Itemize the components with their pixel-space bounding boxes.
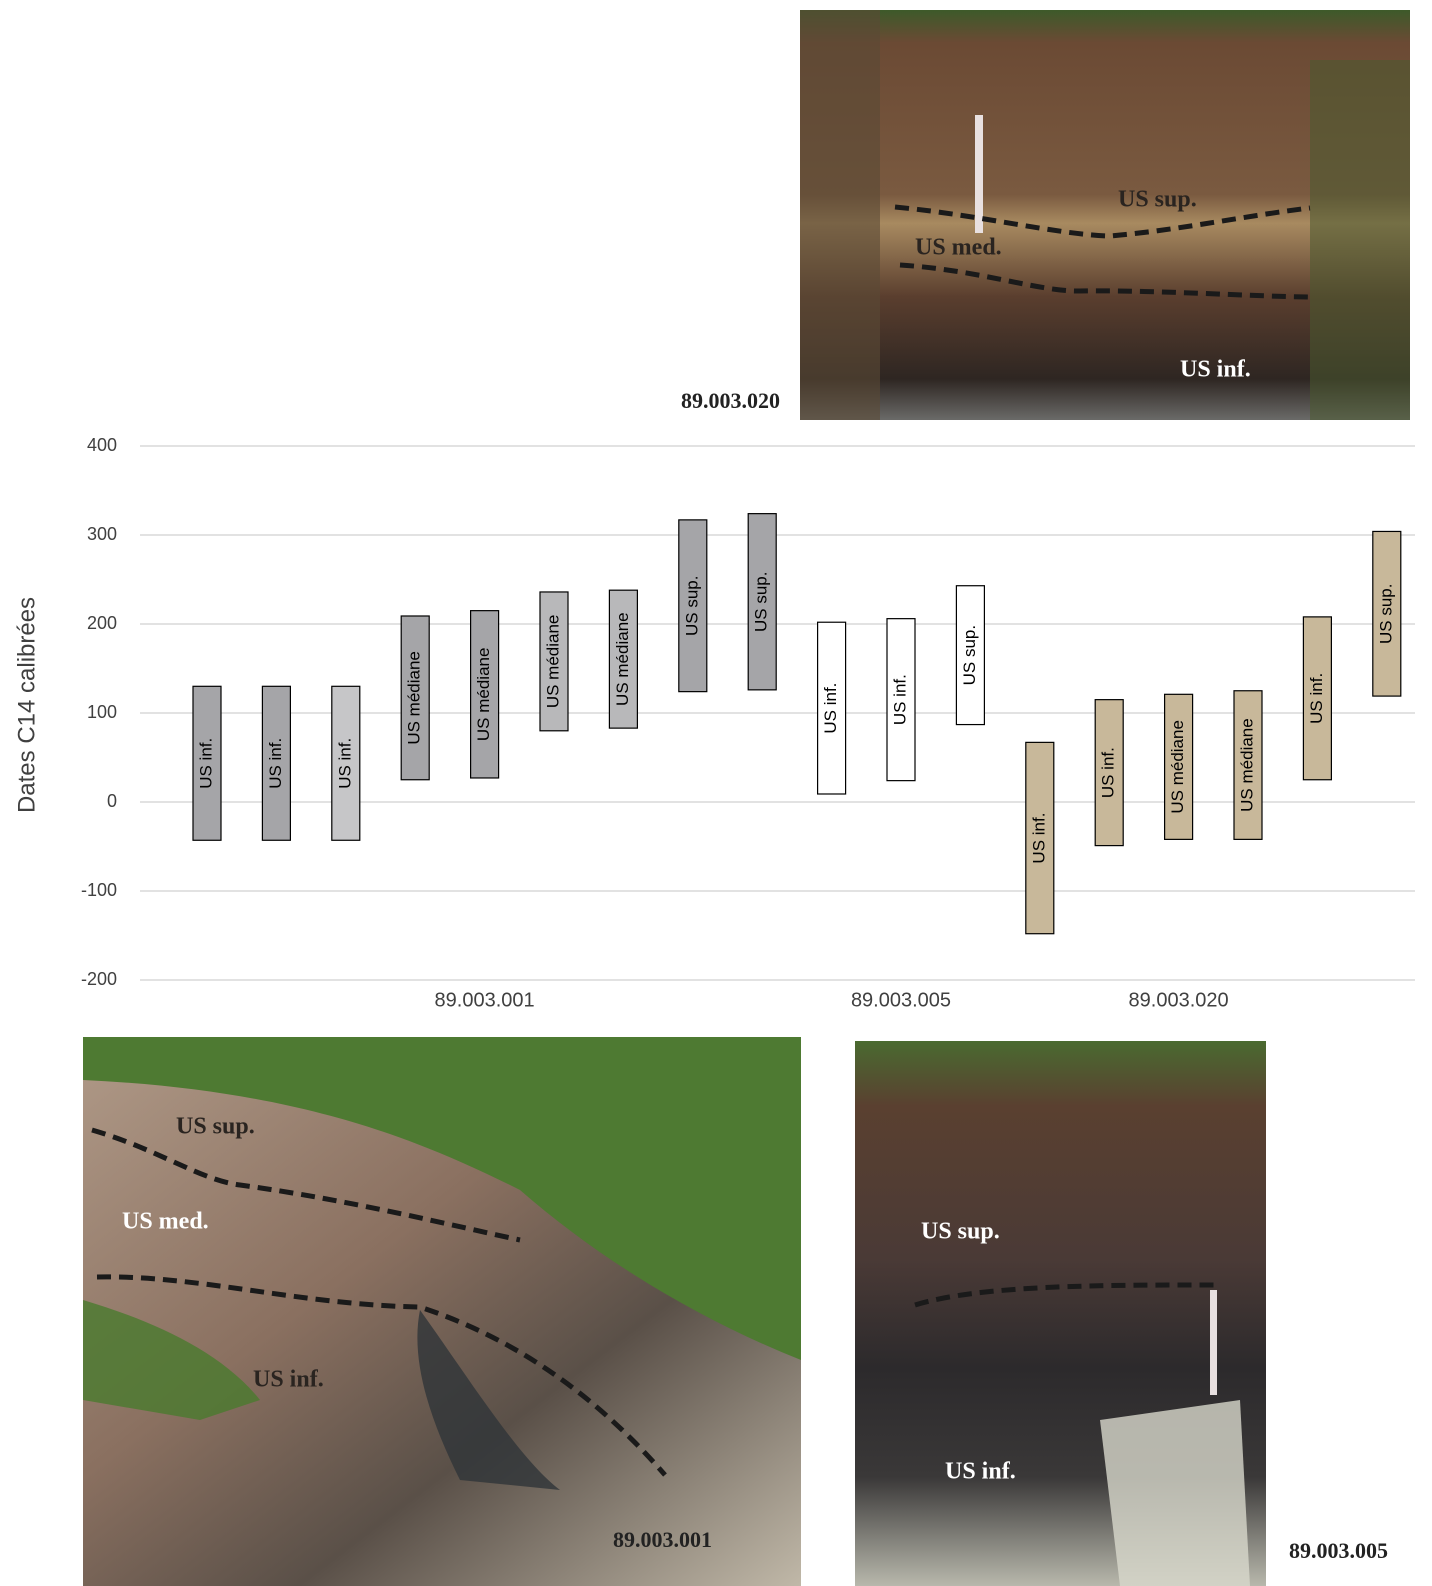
range-bar — [1302, 616, 1333, 781]
bar-label: US médiane — [1237, 718, 1256, 812]
range-bar — [1025, 741, 1055, 935]
y-axis-title: Dates C14 calibrées — [13, 597, 40, 813]
x-tick-label: 89.003.001 — [435, 989, 535, 1011]
photo-label: US inf. — [945, 1459, 1016, 1485]
bar-label: US inf. — [821, 683, 840, 734]
range-bar — [955, 585, 986, 726]
range-bar — [886, 618, 916, 782]
chart: -200 -100 0 100 200 300 400 89.003.001 89.003.00… — [81, 435, 1415, 1011]
photo-label: US sup. — [921, 1219, 1000, 1245]
range-bar — [331, 685, 361, 841]
range-bar — [192, 685, 222, 841]
bar-label: US médiane — [543, 615, 562, 709]
photo-label: US med. — [122, 1209, 209, 1235]
range-bar — [608, 589, 639, 729]
photo-label: US inf. — [1180, 357, 1251, 383]
x-tick-label: 89.003.020 — [1129, 989, 1229, 1011]
photo-label: US sup. — [1118, 187, 1197, 213]
bar-label: US sup. — [960, 625, 979, 685]
bar-label: US inf. — [890, 674, 909, 725]
bar-label: US inf. — [1099, 747, 1118, 798]
range-bar — [1094, 699, 1124, 847]
bar-label: US inf. — [335, 738, 354, 789]
range-bar — [816, 621, 847, 795]
photo-caption: 89.003.001 — [613, 1527, 712, 1552]
photo-caption: 89.003.005 — [1289, 1538, 1388, 1563]
range-bar — [678, 519, 708, 693]
bar-label: US sup. — [1376, 584, 1395, 644]
range-bar — [261, 685, 291, 841]
bar-label: US médiane — [405, 651, 424, 745]
x-tick-label: 89.003.005 — [851, 989, 951, 1011]
photo-caption: 89.003.020 — [681, 388, 780, 413]
bar-label: US médiane — [1168, 720, 1187, 814]
y-tick-label: 400 — [87, 435, 117, 455]
bar-label: US médiane — [474, 648, 493, 742]
bar-label: US sup. — [752, 572, 771, 632]
range-bar — [470, 610, 500, 779]
y-tick-label: 300 — [87, 524, 117, 544]
range-bar — [1233, 690, 1263, 840]
bar-label: US inf. — [1307, 673, 1326, 724]
range-bar — [400, 615, 430, 781]
y-tick-label: 200 — [87, 613, 117, 633]
y-tick-label: 100 — [87, 702, 117, 722]
photo-89-003-005: US sup. US inf. 89.003.005 — [855, 1041, 1388, 1586]
photo-label: US med. — [915, 235, 1002, 261]
bar-label: US médiane — [613, 612, 632, 706]
photo-89-003-001: US sup. US med. US inf. 89.003.001 — [83, 1037, 801, 1586]
range-bar — [539, 591, 569, 732]
photo-label: US sup. — [176, 1114, 255, 1140]
bar-label: US inf. — [196, 738, 215, 789]
range-bar — [1163, 693, 1194, 840]
photo-89-003-020: US sup. US med. US inf. 89.003.020 — [681, 10, 1410, 420]
bar-label: US inf. — [1029, 813, 1048, 864]
bar-label: US sup. — [682, 576, 701, 636]
range-bar — [747, 513, 777, 691]
y-tick-label: -100 — [81, 880, 117, 900]
photo — [800, 10, 1410, 420]
range-bar — [1372, 530, 1402, 697]
y-tick-label: 0 — [107, 791, 117, 811]
bar-label: US inf. — [266, 738, 285, 789]
y-tick-label: -200 — [81, 969, 117, 989]
photo-label: US inf. — [253, 1367, 324, 1393]
